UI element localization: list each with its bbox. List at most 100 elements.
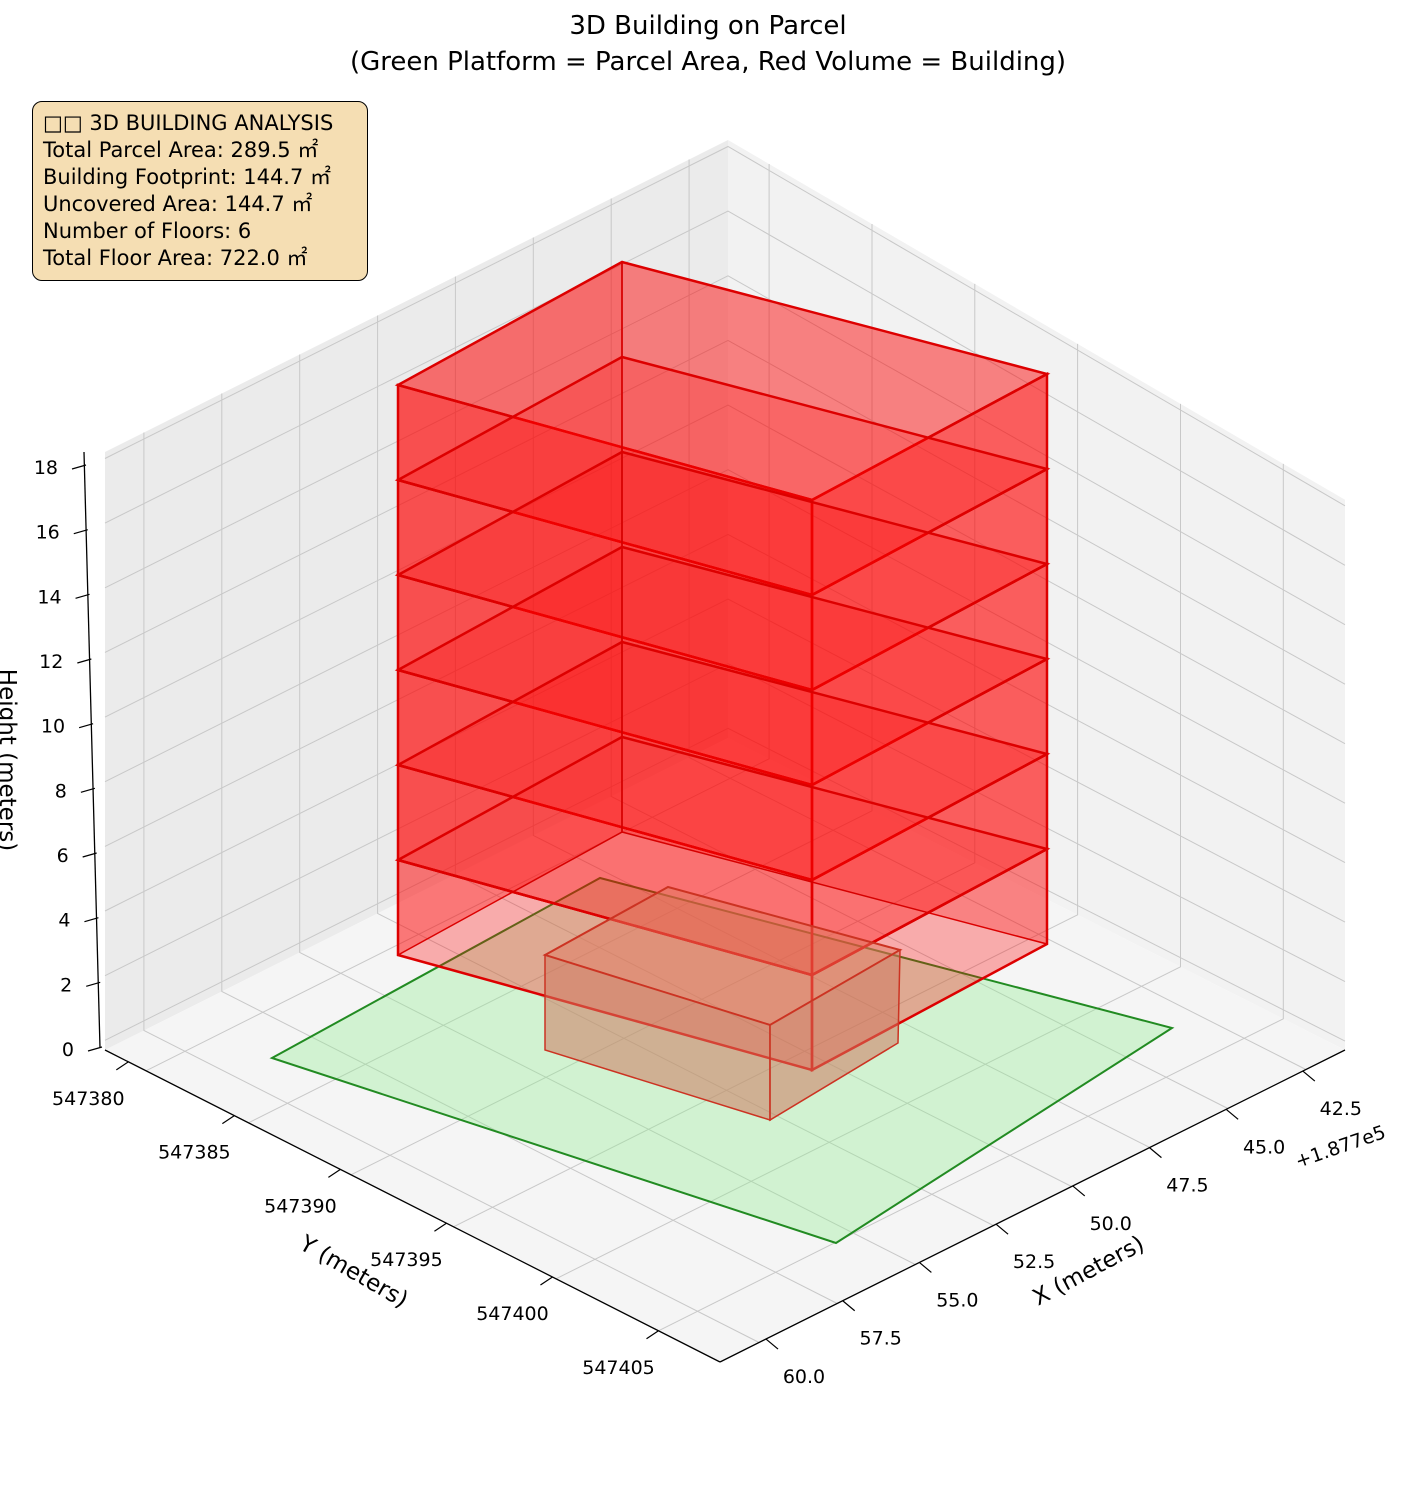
grid-line-y: [555, 403, 1181, 1280]
floor-slab: [394, 355, 1051, 597]
x-tick-label: 60.0: [783, 1366, 825, 1388]
floor-6: [394, 260, 1051, 598]
x-tick-label: 47.5: [1166, 1175, 1208, 1197]
grid-line-z: [104, 339, 1346, 685]
y-tick-label: 547385: [158, 1142, 231, 1164]
grid-line-z: [104, 533, 1346, 864]
grid-line-z: [104, 210, 1346, 566]
y-axis-line: [104, 1049, 721, 1363]
z-tick-label: 0: [62, 1039, 74, 1061]
x-axis-line: [719, 1049, 1346, 1363]
z-tick: [80, 787, 96, 793]
grid-line-x: [299, 354, 916, 1265]
x-tick: [1072, 1185, 1086, 1197]
info-building-footprint: Building Footprint: 144.7 ㎡: [43, 165, 332, 189]
z-axis-label: Height (meters): [0, 669, 20, 851]
grid-line-y: [145, 164, 770, 1072]
y-tick-label: 547395: [370, 1249, 443, 1271]
y-tick: [222, 1115, 235, 1125]
grid-line-x: [688, 159, 1307, 1070]
z-tick: [71, 464, 87, 470]
axis-lines: [83, 451, 1346, 1363]
z-tick: [86, 981, 101, 987]
floor-slab: [394, 545, 1051, 787]
z-tick: [73, 529, 88, 535]
x-tick-label: 55.0: [936, 1289, 978, 1311]
z-tick: [82, 852, 97, 858]
chart-subtitle: (Green Platform = Parcel Area, Red Volum…: [349, 47, 1067, 77]
grid-line-x: [454, 276, 1072, 1187]
x-tick-label: 57.5: [860, 1328, 902, 1350]
grid-line-z: [104, 404, 1346, 745]
y-tick: [646, 1330, 659, 1340]
y-tick-label: 547400: [476, 1303, 549, 1325]
x-tick: [919, 1262, 932, 1273]
x-tick: [995, 1223, 1009, 1235]
tick-labels: 42.5 45.0 47.5 50.0 52.5 55.0 57.5 60.0 547380 54…: [34, 457, 1362, 1388]
back-pane-yz: [728, 140, 1345, 1050]
analysis-info-box: □□ 3D BUILDING ANALYSIS Total Parcel Are…: [32, 101, 368, 281]
z-tick: [75, 593, 90, 599]
grid-line-x: [532, 237, 1150, 1148]
x-tick-label: 50.0: [1090, 1213, 1132, 1235]
grid-line-y: [248, 224, 873, 1124]
y-tick: [115, 1061, 129, 1071]
y-tick-label: 547380: [52, 1088, 125, 1110]
grid-line-x: [221, 393, 838, 1304]
x-tick: [765, 1338, 779, 1350]
x-tick: [1149, 1147, 1162, 1159]
floor-slab: [394, 260, 1051, 502]
x-offset-label: +1.877e5: [1292, 1121, 1388, 1172]
grid-line-z: [104, 275, 1346, 626]
z-tick: [87, 1046, 103, 1052]
grid-line-x: [610, 198, 1229, 1109]
z-tick: [77, 658, 92, 664]
y-tick-label: 547405: [582, 1357, 655, 1379]
floor-slab: [394, 450, 1051, 692]
floor-4: [394, 450, 1051, 788]
info-total-floor-area: Total Floor Area: 722.0 ㎡: [43, 246, 308, 270]
z-tick-label: 4: [58, 910, 70, 932]
info-parcel-area: Total Parcel Area: 289.5 ㎡: [43, 138, 319, 162]
y-tick: [434, 1222, 447, 1232]
grid-line-x: [377, 315, 994, 1226]
grid-line-z: [104, 663, 1346, 983]
grid-line-z: [104, 145, 1346, 507]
z-tick-label: 12: [39, 651, 63, 673]
z-tick-label: 2: [60, 974, 72, 996]
z-tick-label: 10: [41, 716, 65, 738]
z-tick-label: 16: [36, 522, 60, 544]
grid-line-x: [143, 432, 760, 1343]
tick-marks: [71, 464, 1316, 1350]
x-tick: [1302, 1070, 1316, 1082]
grid-line-y: [658, 463, 1284, 1332]
z-tick: [78, 723, 94, 729]
info-uncovered-area: Uncovered Area: 144.7 ㎡: [43, 192, 313, 216]
floor-5: [394, 355, 1051, 693]
floor-3: [394, 545, 1051, 883]
z-tick-label: 14: [37, 586, 61, 608]
info-number-of-floors: Number of Floors: 6: [43, 219, 252, 243]
x-tick-label: 52.5: [1013, 1251, 1055, 1273]
z-tick-label: 6: [57, 845, 69, 867]
z-tick-label: 8: [55, 780, 67, 802]
y-tick: [540, 1276, 553, 1286]
ground-box: [542, 885, 903, 1122]
x-tick-label: 42.5: [1320, 1098, 1362, 1120]
grid-line-z: [104, 469, 1346, 804]
chart-title: 3D Building on Parcel: [569, 11, 847, 41]
grid-line-y: [350, 283, 976, 1176]
grid-lines: [104, 145, 1346, 1343]
y-axis-label: Y (meters): [294, 1230, 412, 1313]
grid-line-y: [453, 343, 1079, 1228]
z-tick-label: 18: [34, 457, 58, 479]
grid-line-z: [104, 598, 1346, 923]
floor-slab: [394, 640, 1051, 882]
x-tick: [1225, 1108, 1239, 1120]
y-tick-label: 547390: [264, 1195, 337, 1217]
x-tick-label: 45.0: [1243, 1136, 1285, 1158]
grid-line-z: [104, 727, 1346, 1042]
ground-box-right: [769, 948, 901, 1122]
building-volume: [394, 260, 1051, 1122]
